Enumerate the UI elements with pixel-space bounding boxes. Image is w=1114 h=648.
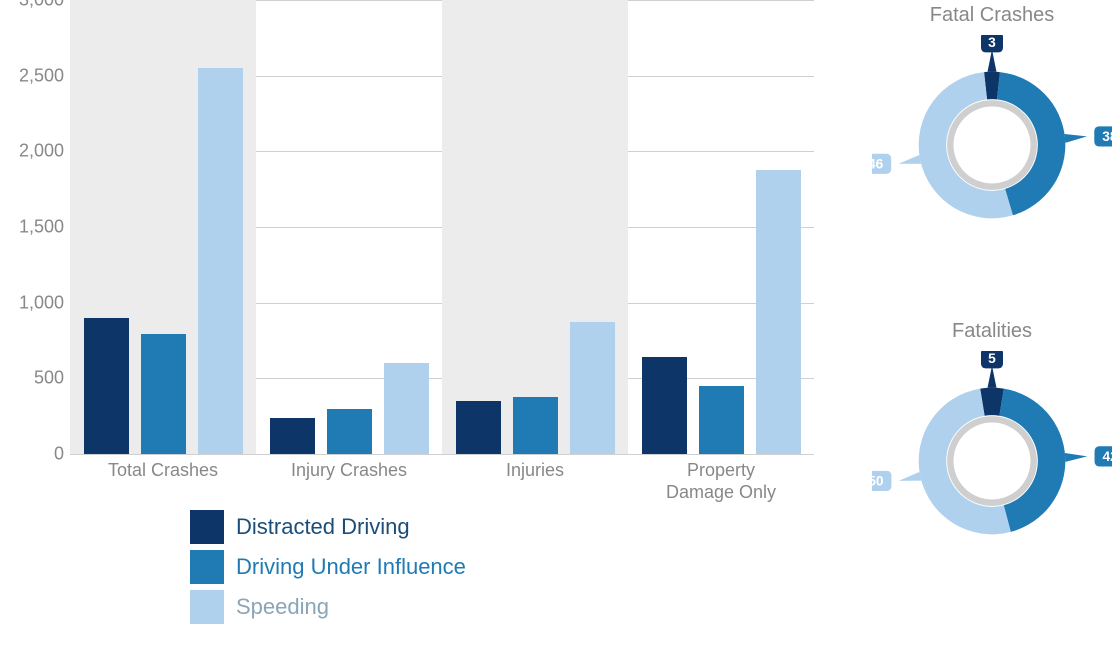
bar-distracted-driving bbox=[84, 318, 129, 454]
bar-distracted-driving bbox=[456, 401, 501, 454]
bar-distracted-driving bbox=[642, 357, 687, 454]
bar-speeding bbox=[756, 170, 801, 455]
donut-value-label: 50 bbox=[872, 474, 884, 489]
bar-chart-panel: 0 500 1,000 1,500 2,000 2,500 3,000 Total Cras… bbox=[0, 0, 830, 648]
donut-svg: 3 38 46 bbox=[872, 35, 1112, 255]
bar-driving-under-influence bbox=[327, 409, 372, 454]
y-tick-label: 1,500 bbox=[0, 217, 64, 238]
legend: Distracted Driving Driving Under Influenc… bbox=[190, 510, 466, 630]
legend-label: Distracted Driving bbox=[236, 514, 410, 540]
x-category-label: Total Crashes bbox=[70, 460, 256, 482]
bar-driving-under-influence bbox=[699, 386, 744, 454]
x-axis-labels: Total CrashesInjury CrashesInjuriesPrope… bbox=[70, 456, 814, 506]
bar-speeding bbox=[198, 68, 243, 454]
gridline bbox=[70, 454, 814, 455]
bar-driving-under-influence bbox=[141, 334, 186, 454]
dashboard-container: 0 500 1,000 1,500 2,000 2,500 3,000 Total Cras… bbox=[0, 0, 1114, 648]
bar-driving-under-influence bbox=[513, 397, 558, 455]
donut-chart: Fatalities 5 42 50 bbox=[850, 320, 1114, 576]
donut-inner-ring bbox=[950, 103, 1033, 186]
bar-speeding bbox=[570, 322, 615, 454]
x-category-label: PropertyDamage Only bbox=[628, 460, 814, 503]
bar-speeding bbox=[384, 363, 429, 454]
donut-chart: Fatal Crashes 3 38 46 bbox=[850, 4, 1114, 260]
donut-callout-pointer bbox=[899, 155, 922, 164]
bar-chart-plot bbox=[70, 0, 814, 454]
donut-callout-pointer bbox=[899, 472, 922, 481]
y-tick-label: 2,500 bbox=[0, 65, 64, 86]
x-category-label: Injury Crashes bbox=[256, 460, 442, 482]
y-tick-label: 0 bbox=[0, 444, 64, 465]
donut-callout-pointer bbox=[988, 50, 997, 72]
y-axis: 05001,0001,5002,0002,5003,000 bbox=[0, 0, 64, 454]
donut-callout-pointer bbox=[1065, 453, 1087, 462]
legend-swatch bbox=[190, 550, 224, 584]
donut-inner-ring bbox=[950, 419, 1033, 502]
legend-item: Distracted Driving bbox=[190, 510, 466, 544]
donut-title: Fatal Crashes bbox=[850, 4, 1114, 27]
donut-callout-pointer bbox=[1064, 134, 1086, 143]
donut-panel: Fatal Crashes 3 38 46 Fatalities 5 42 50 bbox=[830, 0, 1114, 648]
y-tick-label: 1,000 bbox=[0, 292, 64, 313]
bar-distracted-driving bbox=[270, 418, 315, 454]
legend-label: Driving Under Influence bbox=[236, 554, 466, 580]
legend-swatch bbox=[190, 590, 224, 624]
y-tick-label: 500 bbox=[0, 368, 64, 389]
donut-svg: 5 42 50 bbox=[872, 351, 1112, 571]
x-category-label: Injuries bbox=[442, 460, 628, 482]
donut-title: Fatalities bbox=[850, 320, 1114, 343]
y-tick-label: 3,000 bbox=[0, 0, 64, 11]
legend-label: Speeding bbox=[236, 594, 329, 620]
donut-value-label: 38 bbox=[1102, 129, 1112, 144]
donut-callout-pointer bbox=[988, 366, 997, 388]
legend-item: Driving Under Influence bbox=[190, 550, 466, 584]
legend-item: Speeding bbox=[190, 590, 466, 624]
donut-value-label: 42 bbox=[1102, 449, 1112, 464]
legend-swatch bbox=[190, 510, 224, 544]
y-tick-label: 2,000 bbox=[0, 141, 64, 162]
donut-value-label: 46 bbox=[872, 157, 884, 172]
donut-value-label: 3 bbox=[988, 35, 996, 50]
donut-value-label: 5 bbox=[988, 351, 996, 366]
